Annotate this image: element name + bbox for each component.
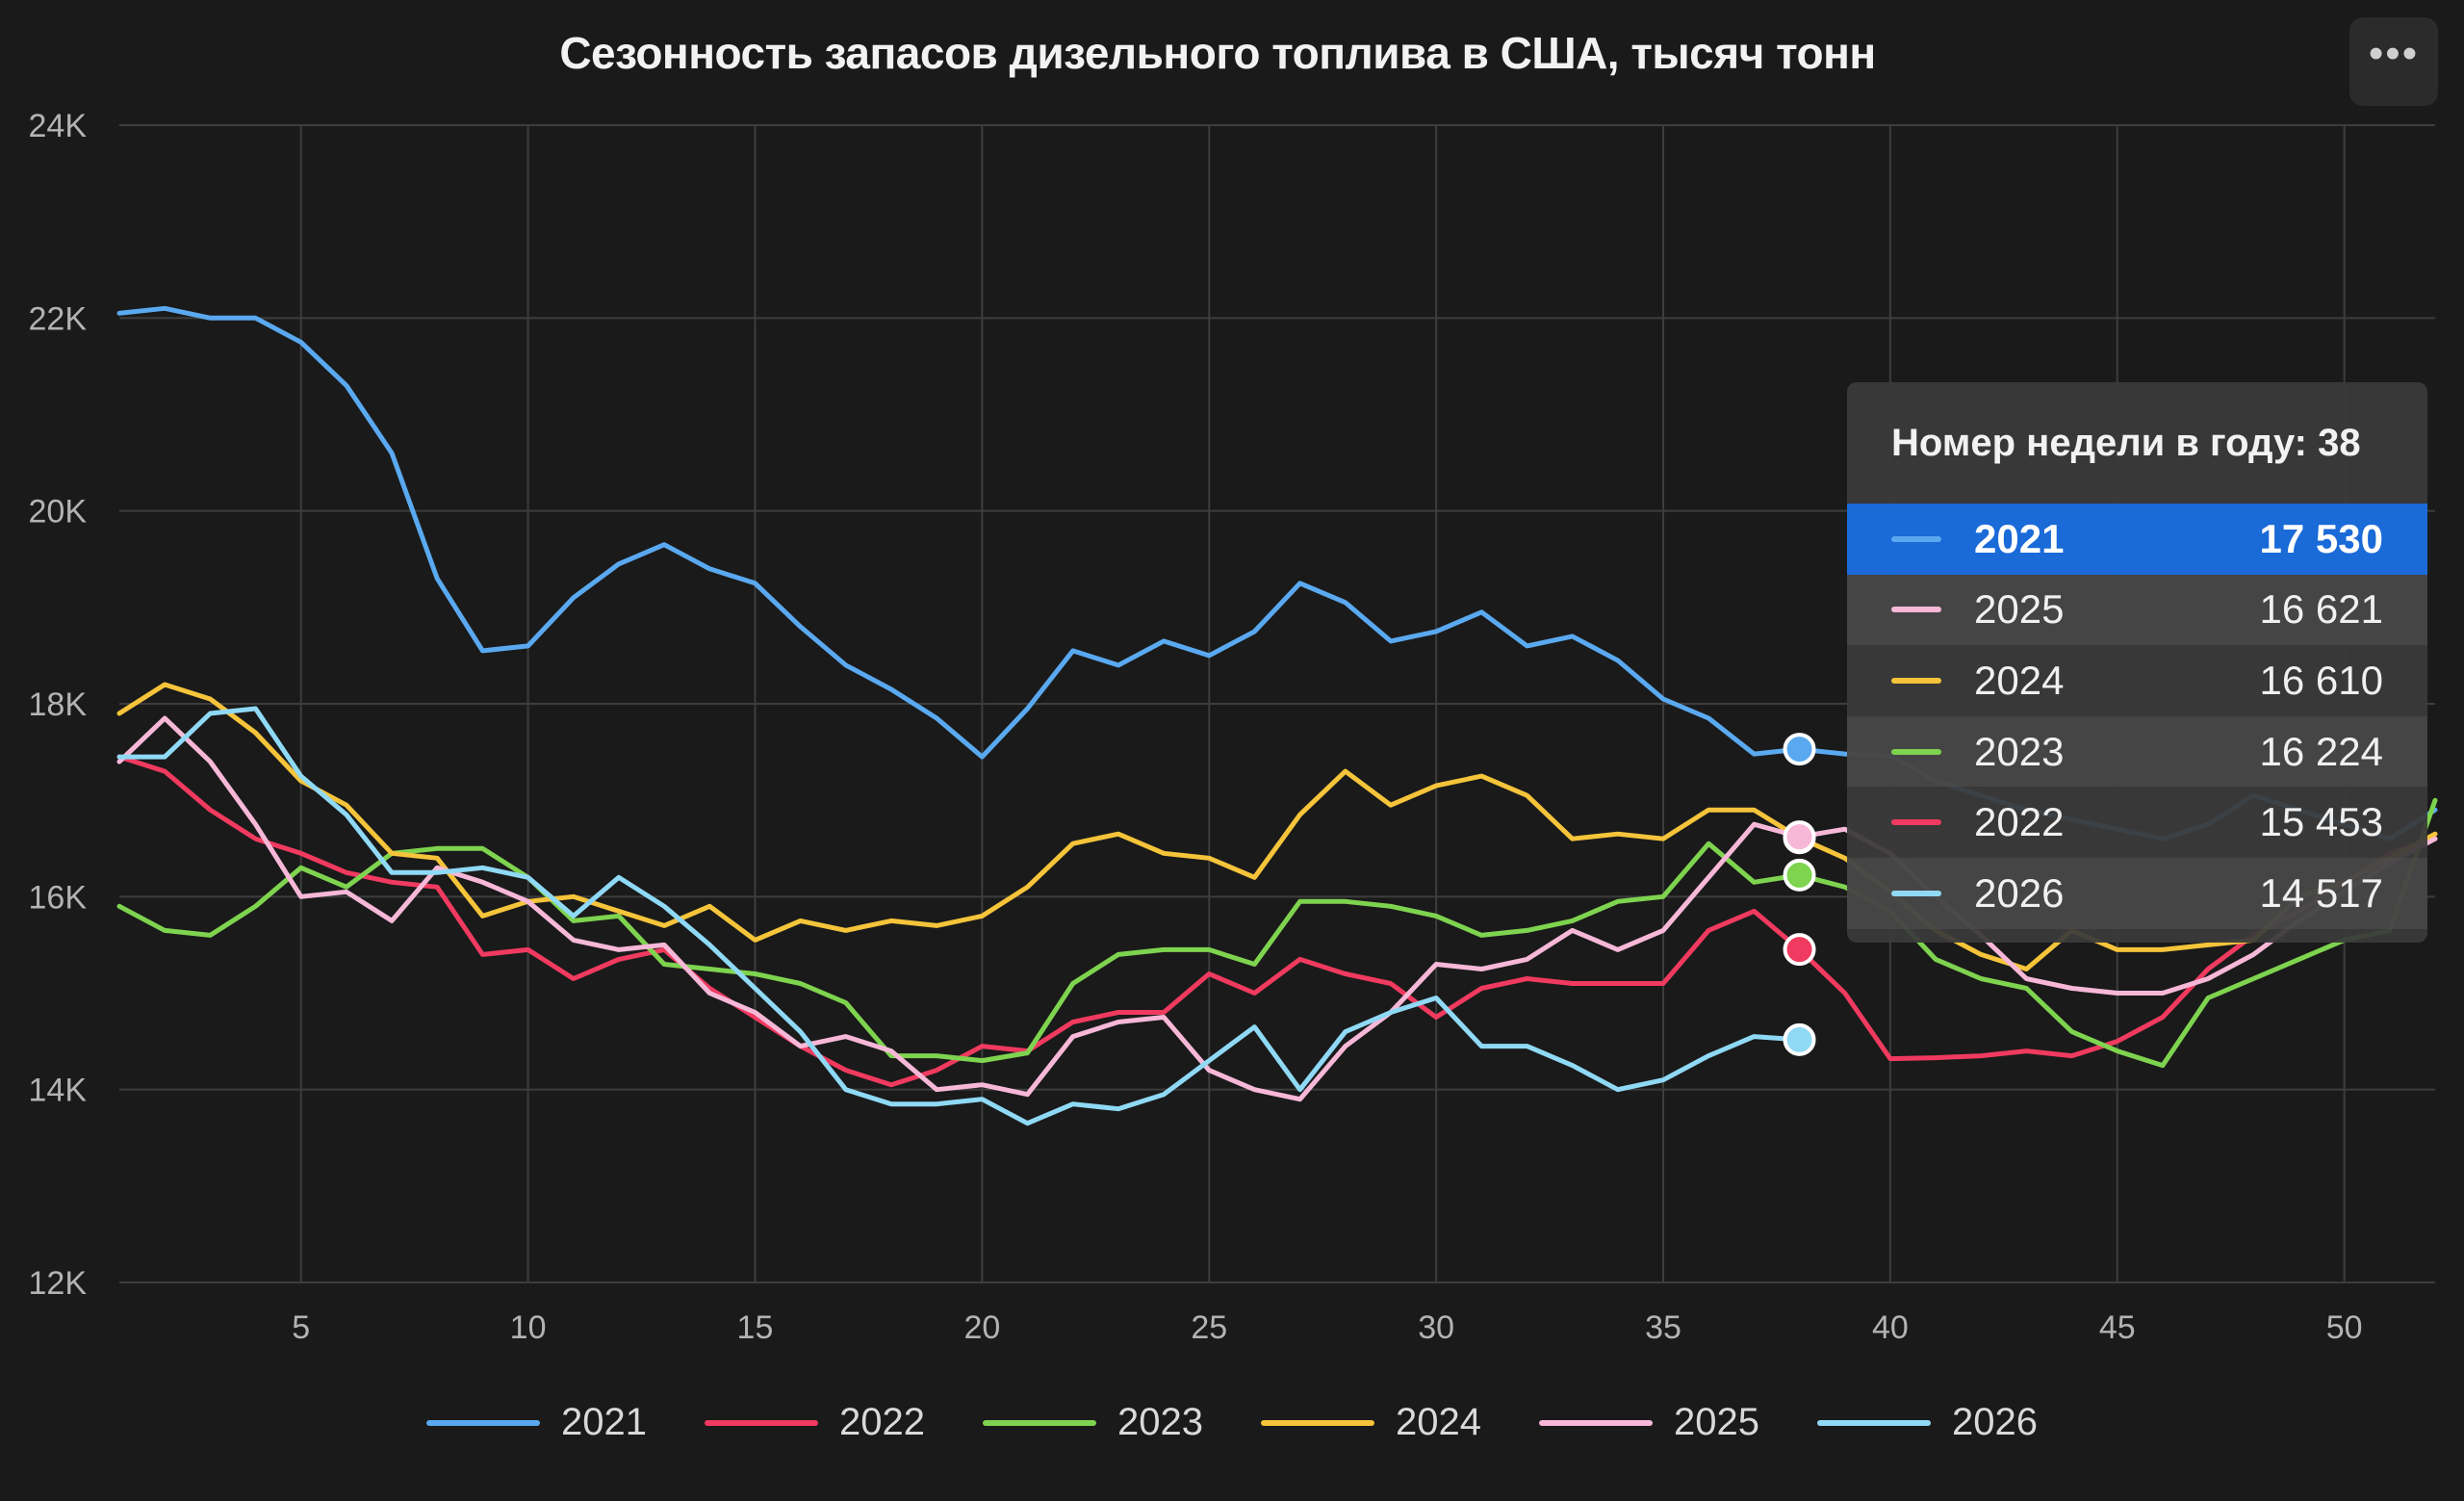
series-line-2026[interactable]: [116, 706, 1802, 1126]
tooltip-row-2022: 2022 15 453: [1847, 787, 2427, 858]
tooltip-row-2024: 2024 16 610: [1847, 645, 2427, 716]
tooltip-row-2026: 2026 14 517: [1847, 857, 2427, 929]
y-tick-label: 22K: [29, 300, 88, 337]
legend-label: 2026: [1951, 1401, 2038, 1443]
tooltip-series-name: 2026: [1974, 869, 2065, 916]
tooltip-row-2025: 2025 16 621: [1847, 574, 2427, 646]
legend-swatch: [1816, 1419, 1931, 1426]
hover-marker-2026: [1783, 1022, 1816, 1056]
tooltip-header: Номер недели в году: 38: [1891, 421, 2361, 464]
x-tick-label: 10: [510, 1309, 547, 1346]
x-tick-label: 15: [737, 1309, 774, 1346]
tooltip-swatch: [1891, 890, 1941, 896]
series-line-2025[interactable]: [116, 715, 2438, 1102]
tooltip-series-value: 16 610: [2259, 657, 2383, 703]
tooltip-series-value: 17 530: [2259, 515, 2383, 561]
x-tick-label: 40: [1872, 1309, 1909, 1346]
series-line-2024[interactable]: [116, 682, 2438, 971]
x-tick-label: 30: [1418, 1309, 1454, 1346]
legend-label: 2025: [1673, 1401, 1759, 1443]
tooltip-row-2021: 2021 17 530: [1847, 504, 2427, 575]
hover-marker-2025: [1783, 820, 1816, 854]
more-horizontal-icon: •••: [2368, 30, 2420, 77]
hover-marker-2023: [1783, 858, 1816, 892]
series-line-2022[interactable]: [116, 754, 2438, 1088]
y-tick-label: 14K: [29, 1073, 88, 1109]
y-tick-label: 12K: [29, 1265, 88, 1302]
y-tick-label: 24K: [29, 108, 88, 144]
more-menu-button[interactable]: •••: [2349, 17, 2438, 106]
x-tick-label: 45: [2099, 1309, 2136, 1346]
legend-swatch: [426, 1419, 541, 1426]
tooltip-series-value: 16 621: [2259, 586, 2383, 633]
hover-markers: [1783, 733, 1816, 1056]
hover-marker-2021: [1783, 733, 1816, 766]
chart-series: [116, 305, 2438, 1126]
legend-item-2021[interactable]: 2021: [426, 1401, 647, 1444]
tooltip-series-value: 16 224: [2259, 728, 2383, 774]
legend-swatch: [1538, 1419, 1653, 1426]
tooltip-series-value: 14 517: [2259, 869, 2383, 916]
legend-label: 2021: [561, 1401, 648, 1443]
tooltip-swatch: [1891, 677, 1941, 684]
legend-swatch: [983, 1419, 1097, 1426]
x-tick-label: 5: [292, 1309, 310, 1346]
y-tick-label: 20K: [29, 494, 88, 531]
legend-item-2022[interactable]: 2022: [705, 1401, 925, 1444]
chart-tooltip: Номер недели в году: 38 2021 17 530 2025 16…: [1847, 382, 2427, 943]
x-axis: 5 10 15 20 25 30 35 40 45 50: [292, 1309, 2362, 1346]
y-tick-label: 16K: [29, 879, 88, 916]
x-tick-label: 20: [963, 1309, 1000, 1346]
tooltip-rows: 2021 17 530 2025 16 621 2024 16 610 2023 16 224…: [1847, 504, 2427, 929]
legend-item-2024[interactable]: 2024: [1261, 1401, 1481, 1444]
tooltip-swatch: [1891, 535, 1941, 542]
legend-item-2023[interactable]: 2023: [983, 1401, 1203, 1444]
tooltip-swatch: [1891, 607, 1941, 613]
hover-marker-2022: [1783, 933, 1816, 967]
tooltip-series-name: 2025: [1974, 586, 2065, 633]
legend-item-2026[interactable]: 2026: [1816, 1401, 2038, 1444]
y-axis: 12K 14K 16K 18K 20K 22K 24K: [29, 108, 88, 1302]
tooltip-series-name: 2024: [1974, 657, 2065, 703]
legend-label: 2022: [839, 1401, 926, 1443]
legend-label: 2024: [1396, 1401, 1481, 1443]
tooltip-series-value: 15 453: [2259, 799, 2383, 845]
legend-item-2025[interactable]: 2025: [1538, 1401, 1759, 1444]
tooltip-row-2023: 2023 16 224: [1847, 715, 2427, 788]
chart-legend: 2021 2022 2023 2024 2025 2026: [0, 1401, 2464, 1444]
tooltip-swatch: [1891, 748, 1941, 755]
tooltip-series-name: 2021: [1974, 515, 2065, 561]
chart-title: Сезонность запасов дизельного топлива в …: [559, 28, 1876, 78]
y-tick-label: 18K: [29, 686, 88, 723]
legend-swatch: [1261, 1419, 1374, 1426]
tooltip-swatch: [1891, 819, 1941, 826]
series-line-2023[interactable]: [116, 797, 2438, 1069]
legend-label: 2023: [1117, 1401, 1203, 1443]
tooltip-series-name: 2023: [1974, 728, 2065, 774]
tooltip-series-name: 2022: [1974, 799, 2065, 845]
x-tick-label: 35: [1645, 1309, 1681, 1346]
legend-swatch: [705, 1419, 819, 1426]
x-tick-label: 25: [1191, 1309, 1227, 1346]
x-tick-label: 50: [2326, 1309, 2363, 1346]
